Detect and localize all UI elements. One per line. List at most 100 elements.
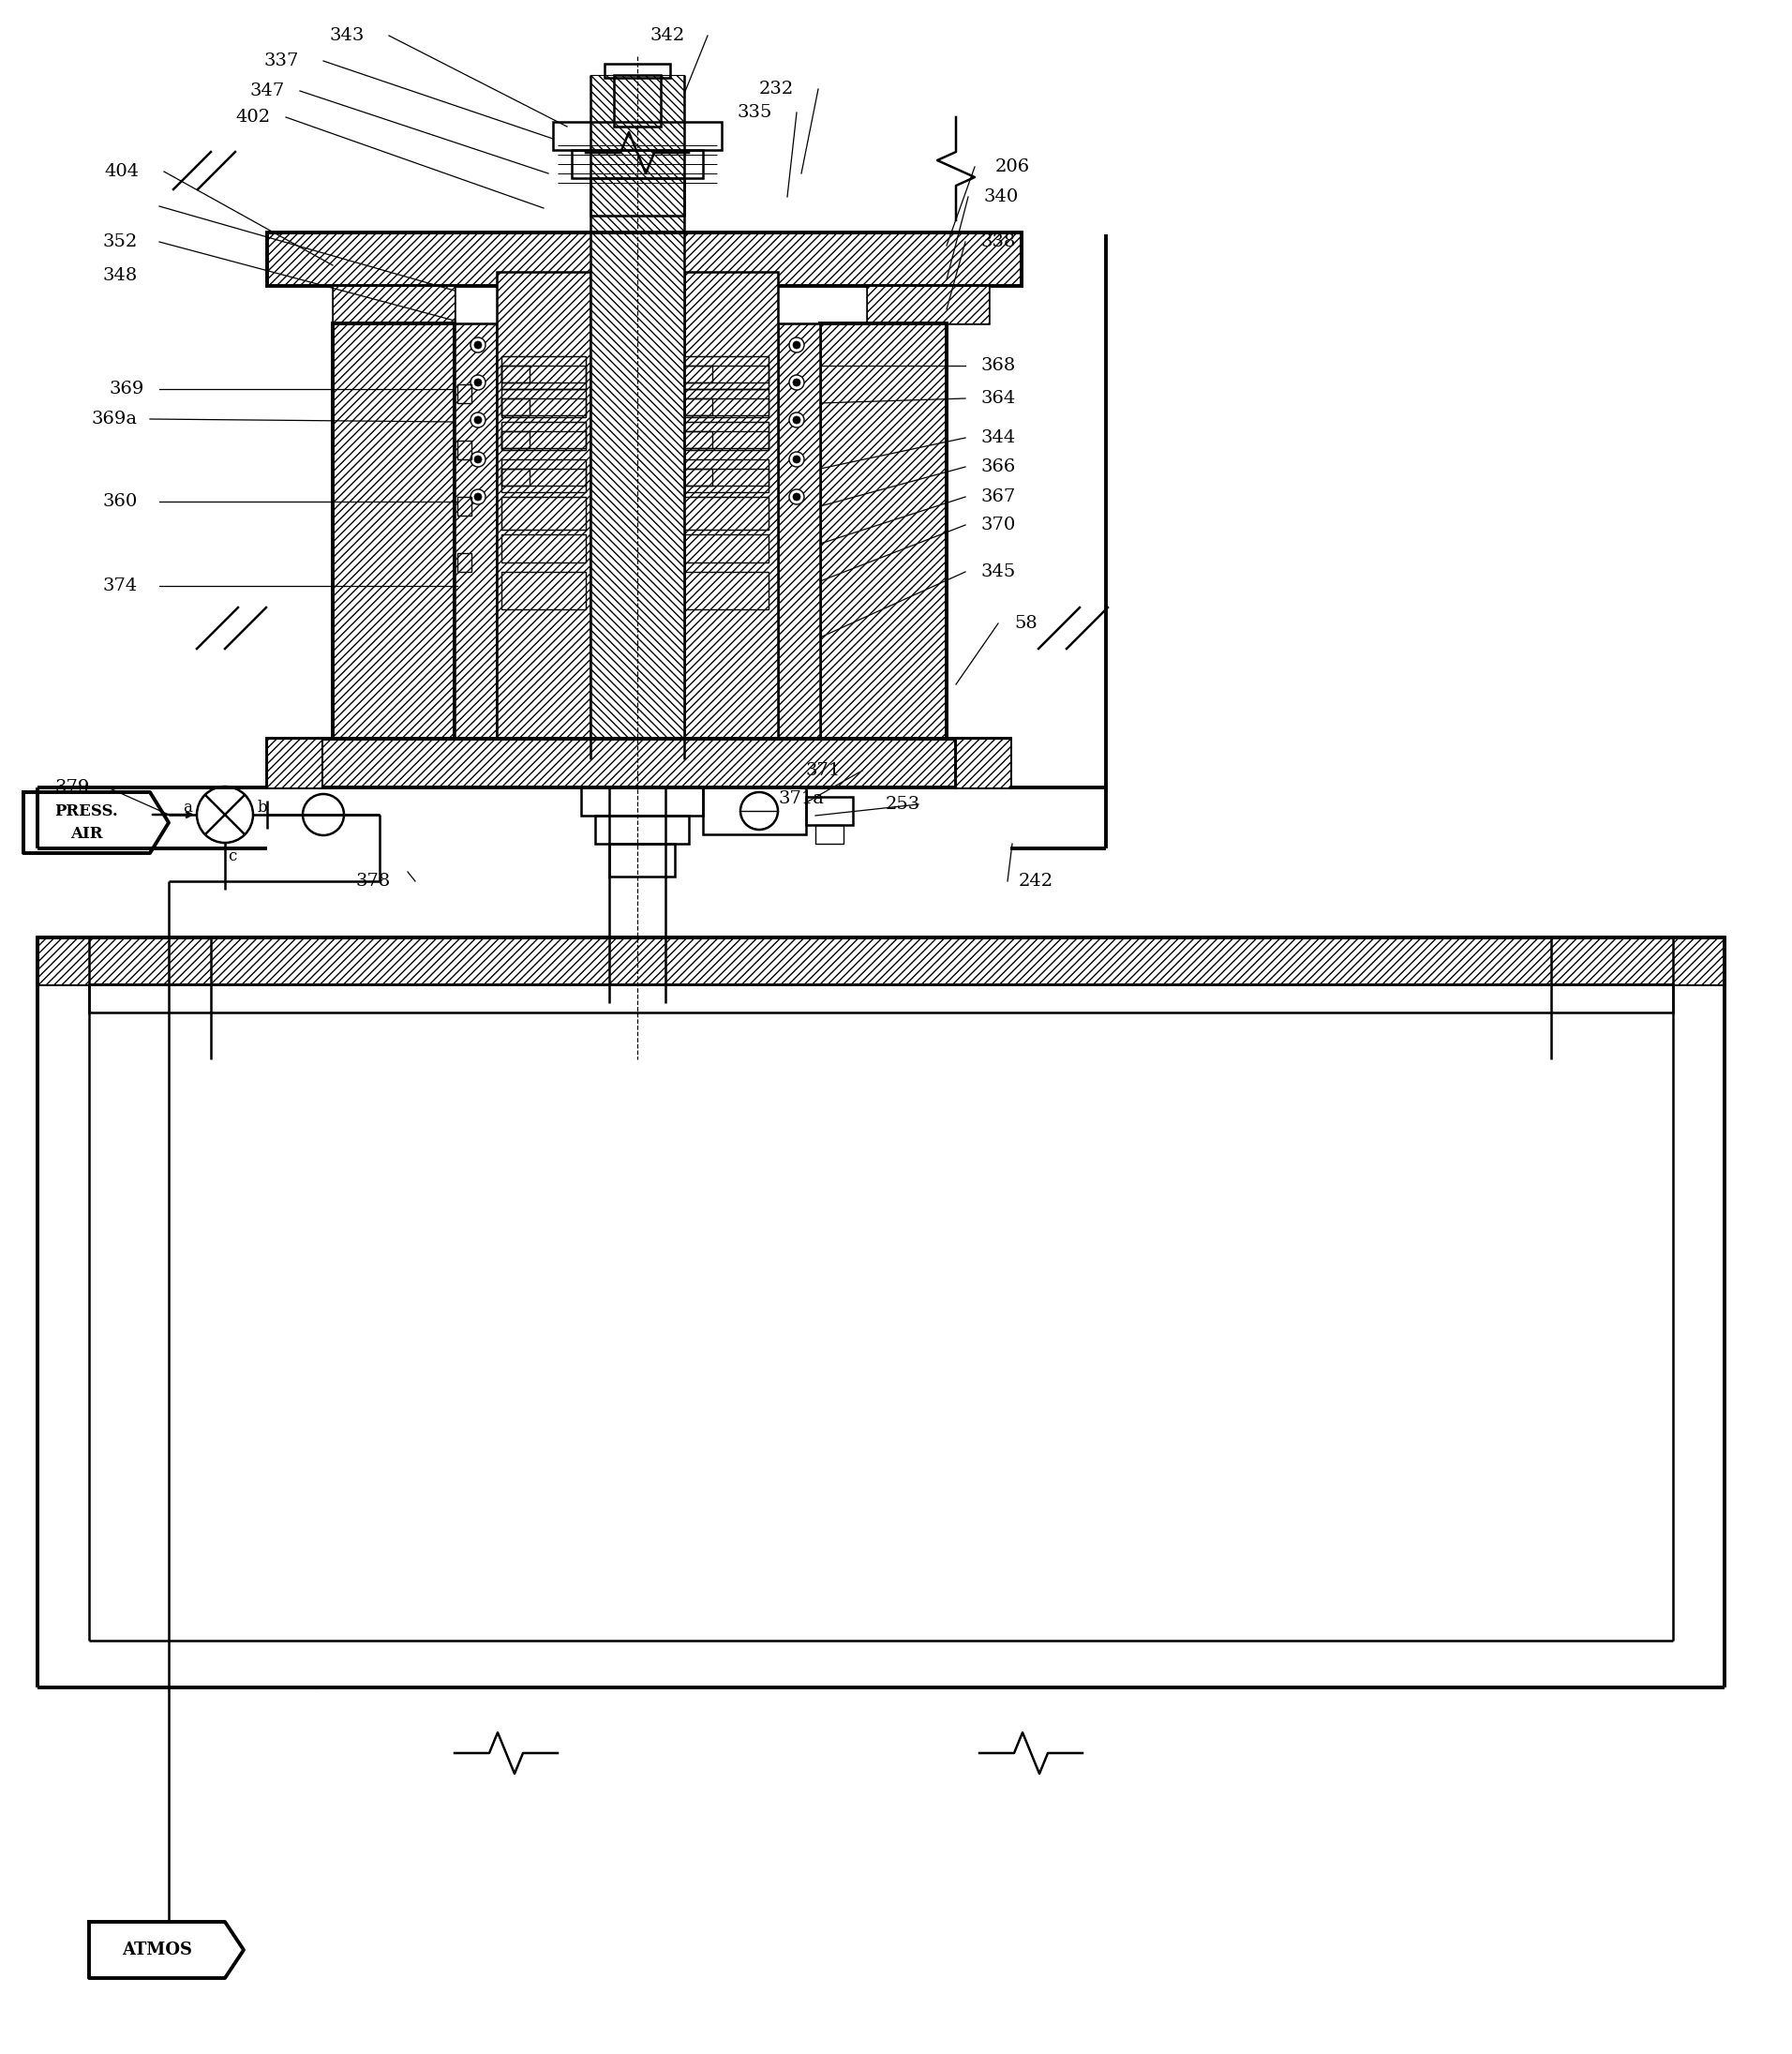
Bar — [685, 271, 778, 741]
Bar — [455, 322, 496, 739]
Bar — [502, 366, 530, 382]
Bar — [778, 322, 821, 739]
Bar — [502, 398, 586, 415]
Bar — [685, 398, 769, 415]
Bar — [502, 460, 586, 493]
Text: 367: 367 — [980, 489, 1016, 505]
Bar — [609, 844, 676, 877]
Bar — [502, 468, 530, 485]
Bar — [267, 232, 1021, 286]
Circle shape — [475, 493, 482, 501]
Text: 337: 337 — [263, 53, 299, 70]
Bar — [685, 355, 769, 388]
Bar — [502, 421, 586, 450]
Bar — [457, 497, 471, 516]
Bar — [615, 76, 661, 127]
Bar — [685, 431, 711, 448]
Circle shape — [792, 493, 801, 501]
Bar — [502, 355, 586, 388]
Text: 379: 379 — [54, 778, 90, 795]
Bar — [502, 497, 586, 530]
Bar — [685, 468, 769, 485]
Circle shape — [471, 489, 486, 505]
Text: 366: 366 — [980, 458, 1016, 474]
Bar — [502, 366, 586, 382]
Bar — [590, 179, 685, 216]
Bar — [455, 322, 496, 739]
Circle shape — [471, 376, 486, 390]
Text: 371: 371 — [805, 762, 840, 778]
Bar — [581, 787, 702, 815]
Bar — [319, 739, 955, 787]
Text: 368: 368 — [980, 357, 1016, 374]
Text: PRESS.: PRESS. — [56, 803, 118, 820]
Bar — [821, 322, 946, 739]
Circle shape — [792, 456, 801, 462]
Bar — [702, 787, 806, 834]
Bar — [457, 442, 471, 460]
Bar — [267, 232, 1021, 286]
Bar — [685, 571, 769, 610]
Bar — [685, 468, 711, 485]
Circle shape — [792, 341, 801, 349]
Bar — [955, 739, 1011, 787]
Text: 242: 242 — [1018, 873, 1054, 889]
Bar — [502, 534, 586, 563]
Bar — [319, 739, 955, 787]
Bar — [595, 815, 688, 844]
Text: 347: 347 — [249, 82, 285, 99]
Text: 338: 338 — [980, 234, 1016, 251]
Circle shape — [788, 337, 805, 353]
Bar — [267, 739, 321, 787]
Bar — [502, 421, 586, 450]
Bar — [502, 398, 530, 415]
Circle shape — [475, 378, 482, 386]
Bar — [685, 497, 769, 530]
Bar — [685, 497, 769, 530]
Circle shape — [792, 417, 801, 423]
Bar — [502, 571, 586, 610]
Text: c: c — [228, 848, 237, 865]
Text: 369a: 369a — [91, 411, 138, 427]
Text: 348: 348 — [102, 267, 138, 283]
Text: 344: 344 — [980, 429, 1016, 446]
Text: ATMOS: ATMOS — [122, 1941, 192, 1957]
Bar — [867, 286, 989, 322]
Text: 371a: 371a — [778, 791, 824, 807]
Text: 404: 404 — [104, 162, 140, 181]
Bar — [685, 271, 778, 741]
Bar — [502, 355, 586, 388]
Bar — [955, 739, 1011, 787]
Bar — [457, 553, 471, 571]
Bar — [685, 534, 769, 563]
Circle shape — [475, 417, 482, 423]
Text: 364: 364 — [980, 390, 1016, 407]
Bar — [554, 121, 722, 150]
Text: 360: 360 — [102, 493, 138, 509]
Bar — [333, 322, 455, 739]
Text: 369: 369 — [109, 380, 143, 398]
Bar — [685, 366, 769, 382]
Bar — [685, 355, 769, 388]
Text: 206: 206 — [995, 158, 1030, 175]
Circle shape — [788, 376, 805, 390]
Bar — [806, 797, 853, 826]
Bar — [333, 322, 455, 739]
Bar — [685, 388, 769, 417]
Circle shape — [792, 378, 801, 386]
Bar — [502, 388, 586, 417]
Bar — [604, 64, 670, 78]
Circle shape — [475, 341, 482, 349]
Bar — [778, 322, 821, 739]
Bar — [867, 286, 989, 322]
Bar — [496, 271, 590, 741]
Bar — [590, 76, 685, 760]
Text: 374: 374 — [102, 577, 138, 594]
Bar — [502, 468, 586, 485]
Bar — [496, 271, 590, 741]
Bar — [685, 366, 711, 382]
Text: 340: 340 — [984, 189, 1018, 205]
Bar — [38, 937, 1724, 984]
Circle shape — [471, 337, 486, 353]
Bar — [38, 937, 1724, 984]
